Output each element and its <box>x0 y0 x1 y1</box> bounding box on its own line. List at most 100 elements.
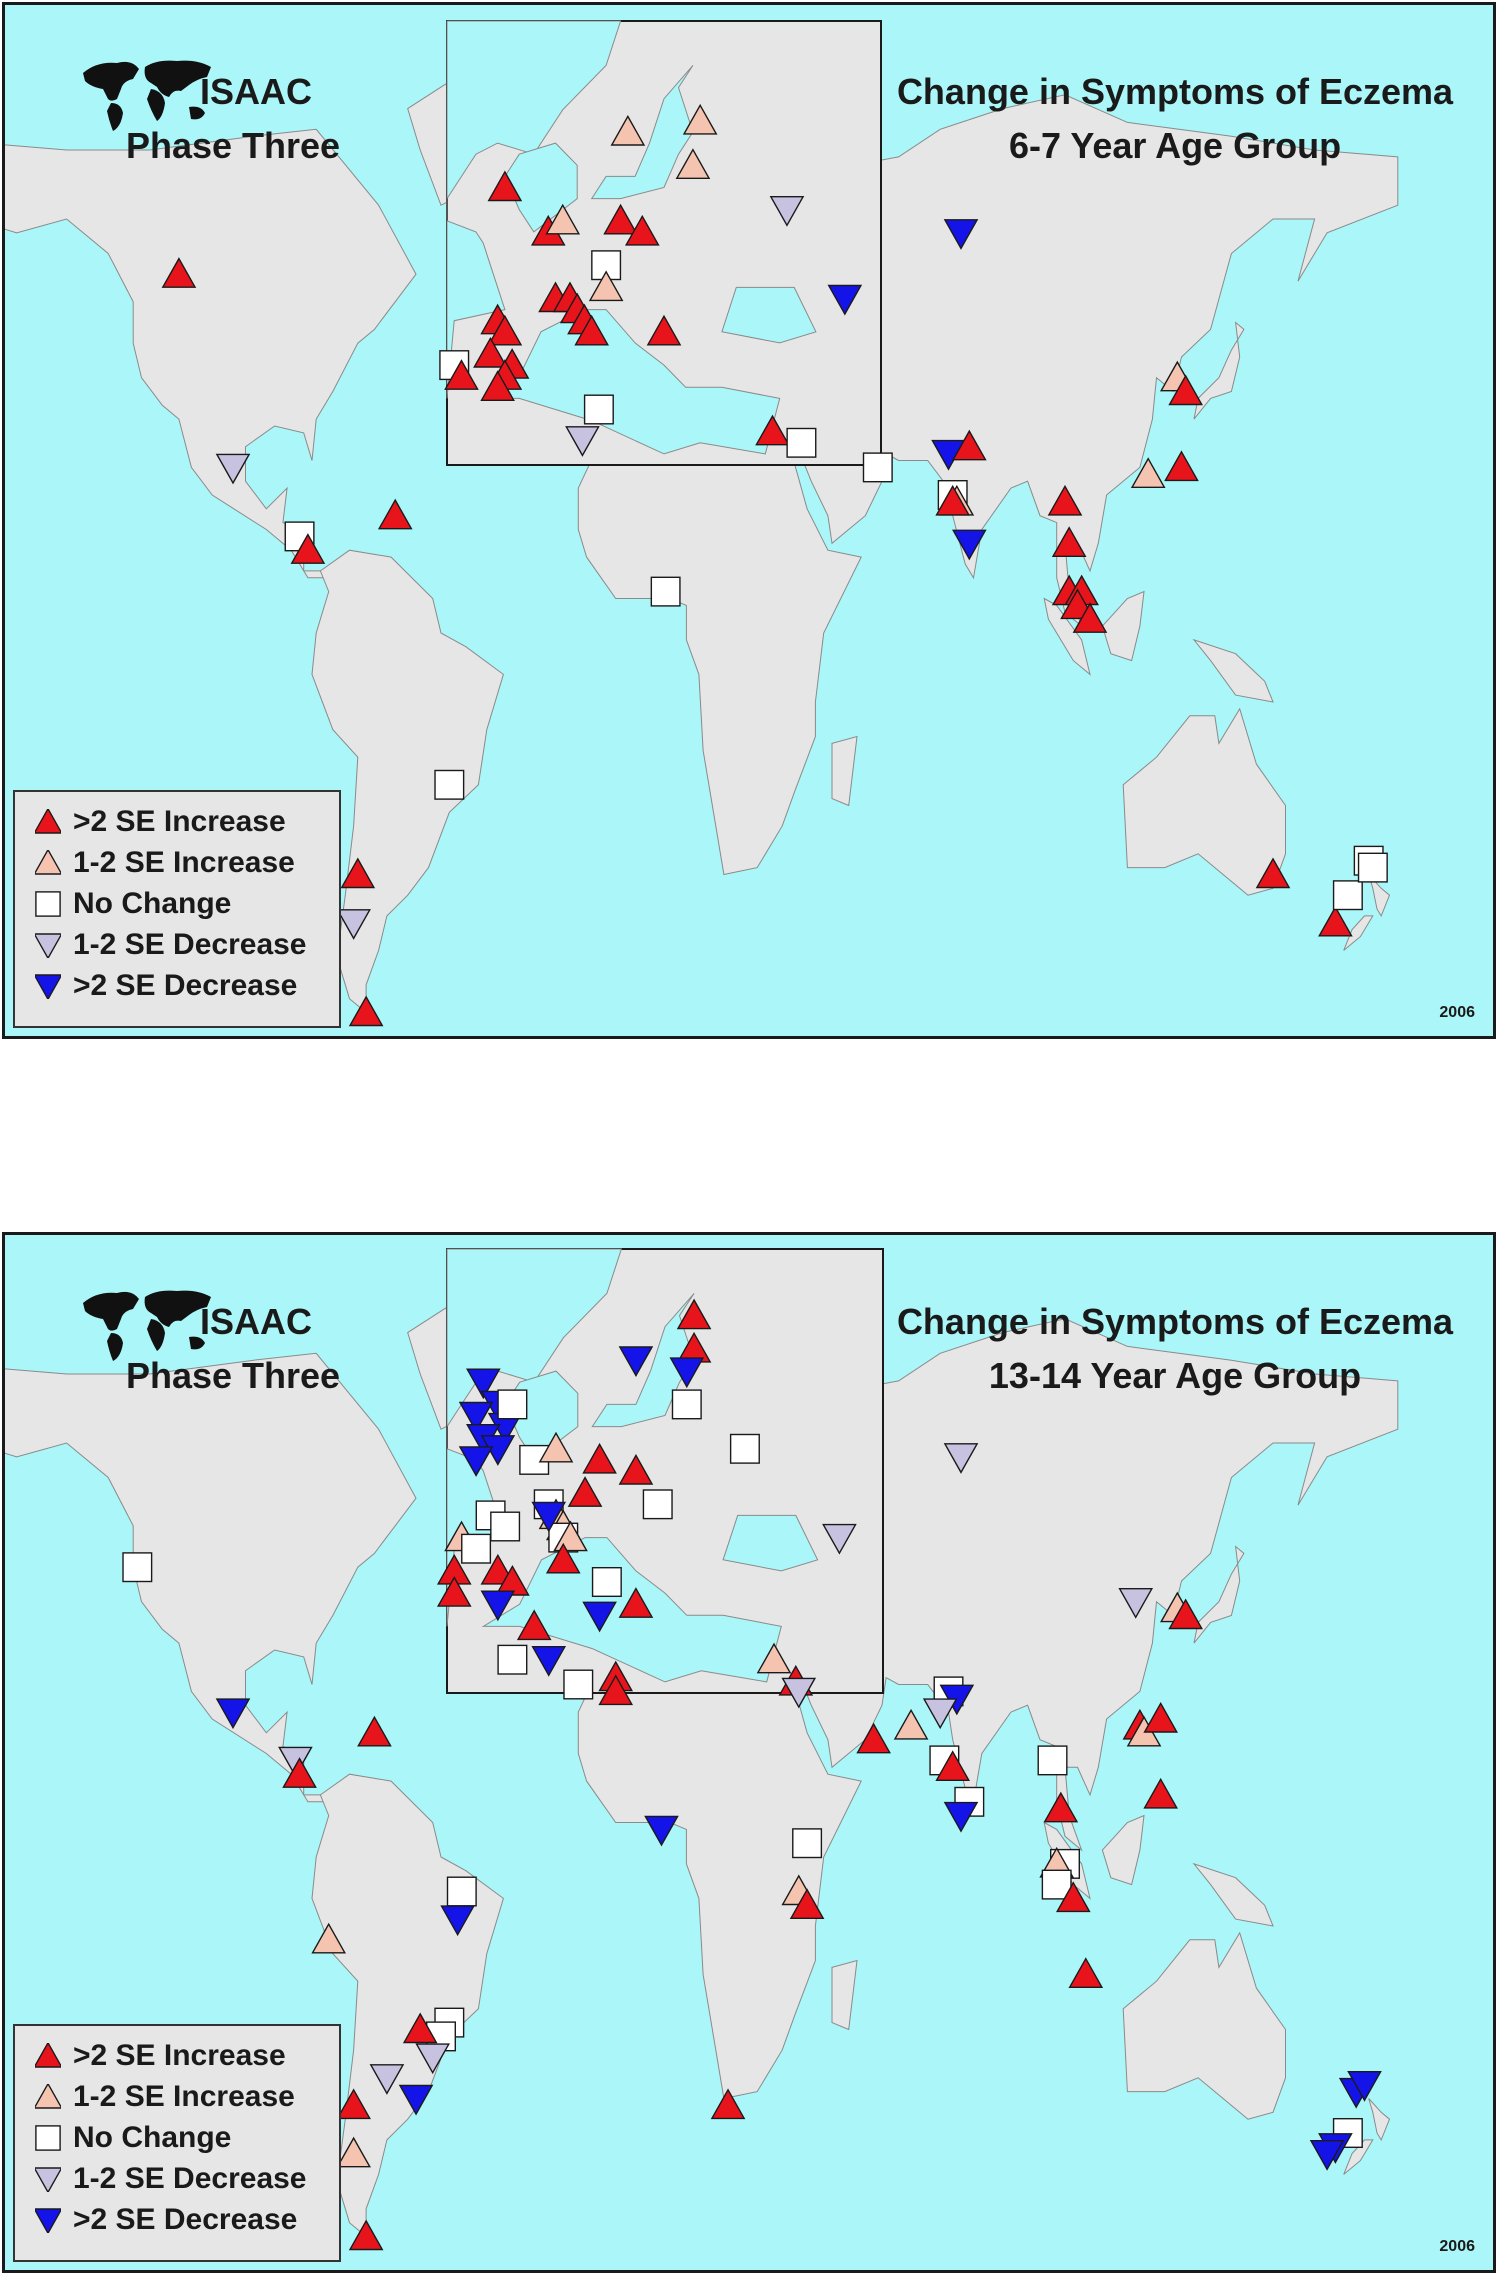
legend-symbol-triangle-up <box>35 809 61 834</box>
map-panel-6-7: ISAAC Phase Three Change in Symptoms of … <box>2 2 1496 1039</box>
inset-sea-black-sea <box>721 286 817 344</box>
legend-symbol-icon <box>35 891 61 917</box>
centre-marker-decrease-1-2 <box>943 1443 979 1474</box>
landmass-sumatra <box>1043 597 1091 676</box>
inset-sea-baltic <box>591 1293 695 1428</box>
map-panel-13-14: ISAAC Phase Three Change in Symptoms of … <box>2 1232 1496 2273</box>
centre-marker-decrease-gt2 <box>618 1346 654 1378</box>
centre-marker-decrease-gt2 <box>440 1905 475 1937</box>
centre-marker-increase-gt2 <box>618 1453 654 1485</box>
legend-symbol-icon <box>35 850 61 875</box>
brand-line2: Phase Three <box>125 125 341 166</box>
centre-marker-decrease-gt2 <box>458 1446 494 1477</box>
legend-label: No Change <box>73 2121 232 2154</box>
legend-item-decrease-1-2: 1-2 SE Decrease <box>35 925 307 965</box>
centre-marker-increase-gt2 <box>1043 1791 1079 1823</box>
centre-marker-increase-gt2 <box>710 2088 746 2120</box>
centre-marker-no-change <box>1037 1745 1068 1776</box>
centre-marker-increase-1-2 <box>682 103 718 135</box>
centre-marker-decrease-gt2 <box>1347 2071 1382 2102</box>
centre-marker-increase-gt2 <box>624 214 660 246</box>
world-map <box>5 20 1399 1027</box>
landmass-australia <box>1122 707 1286 896</box>
legend: >2 SE Increase 1-2 SE Increase No Change 1-… <box>13 790 341 1028</box>
title-line2: 6-7 Year Age Group <box>1008 125 1342 166</box>
centre-marker-increase-gt2 <box>473 336 508 368</box>
centre-marker-increase-gt2 <box>487 314 523 346</box>
centre-marker-increase-gt2 <box>290 533 326 564</box>
year-label: 2006 <box>1439 2238 1475 2255</box>
world-map <box>5 1248 1399 2251</box>
centre-marker-increase-gt2 <box>755 414 790 446</box>
centre-marker-increase-gt2 <box>1051 526 1087 557</box>
landmass-nz-north <box>1368 2098 1391 2142</box>
legend-label: >2 SE Increase <box>73 805 286 838</box>
landmass-madagascar <box>831 1959 858 2031</box>
legend-symbol-triangle-down <box>35 933 61 958</box>
centre-marker-increase-gt2 <box>1143 1701 1178 1733</box>
legend-label: No Change <box>73 887 232 920</box>
centre-marker-increase-gt2 <box>1047 484 1083 516</box>
centre-marker-decrease-1-2 <box>769 195 805 227</box>
legend-symbol-icon <box>35 809 61 834</box>
centre-marker-increase-1-2 <box>588 270 624 302</box>
centre-marker-increase-gt2 <box>1255 857 1291 889</box>
legend-label: 1-2 SE Increase <box>73 846 295 879</box>
isaac-brand: ISAAC Phase Three <box>113 1295 353 1403</box>
centre-marker-increase-1-2 <box>610 114 646 146</box>
centre-marker-increase-gt2 <box>340 857 376 889</box>
centre-marker-increase-gt2 <box>357 1715 392 1747</box>
legend-item-decrease-gt2: >2 SE Decrease <box>35 2200 297 2240</box>
centre-marker-increase-gt2 <box>436 1576 472 1607</box>
centre-marker-decrease-gt2 <box>952 529 987 561</box>
centre-marker-increase-gt2 <box>574 314 609 346</box>
centre-marker-no-change <box>792 1828 823 1859</box>
legend-item-increase-1-2: 1-2 SE Increase <box>35 843 295 883</box>
centre-marker-decrease-gt2 <box>531 1501 567 1533</box>
centre-marker-decrease-gt2 <box>466 1368 501 1400</box>
legend-symbol-triangle-up <box>35 2043 61 2068</box>
europe-inset-land <box>446 20 817 455</box>
world-globe-logo-icon <box>83 1290 211 1361</box>
inset-sea-north-atlantic <box>446 20 622 399</box>
landmass-south-america <box>311 549 504 1014</box>
legend-symbol-square <box>35 2125 61 2151</box>
centre-marker-decrease-gt2 <box>398 2084 434 2116</box>
legend-symbol-triangle-up <box>35 2084 61 2109</box>
isaac-brand: ISAAC Phase Three <box>113 65 353 173</box>
centre-marker-increase-gt2 <box>402 2012 438 2044</box>
centre-marker-increase-gt2 <box>1143 1777 1178 1809</box>
centre-marker-no-change <box>650 576 681 607</box>
legend-symbol-icon <box>35 2084 61 2109</box>
centre-marker-increase-gt2 <box>348 2219 384 2251</box>
legend: >2 SE Increase 1-2 SE Increase No Change 1-… <box>13 2024 341 2262</box>
centre-marker-increase-1-2 <box>1130 457 1166 488</box>
marker-layer <box>122 1298 1382 2251</box>
legend-label: >2 SE Increase <box>73 2039 286 2072</box>
land-layer <box>5 59 1399 1014</box>
centre-marker-decrease-gt2 <box>669 1357 705 1389</box>
centre-marker-no-change <box>446 1876 477 1907</box>
centre-marker-decrease-gt2 <box>827 284 863 316</box>
landmass-australia <box>1122 1931 1286 2120</box>
centre-marker-increase-gt2 <box>582 1442 617 1474</box>
legend-item-no-change: No Change <box>35 2118 231 2158</box>
centre-marker-decrease-gt2 <box>480 1590 516 1622</box>
centre-marker-no-change <box>786 427 817 458</box>
map-title: Change in Symptoms of Eczema 13-14 Year … <box>895 1295 1455 1403</box>
centre-marker-decrease-gt2 <box>458 1401 494 1433</box>
centre-marker-no-change <box>671 1389 702 1420</box>
centre-marker-no-change <box>583 394 614 425</box>
centre-marker-increase-gt2 <box>545 1542 581 1574</box>
title-line1: Change in Symptoms of Eczema <box>896 71 1454 112</box>
centre-marker-no-change <box>1332 880 1363 911</box>
centre-marker-increase-gt2 <box>1168 374 1203 406</box>
title-line2: 13-14 Year Age Group <box>988 1355 1362 1396</box>
legend-item-decrease-1-2: 1-2 SE Decrease <box>35 2159 307 2199</box>
centre-marker-increase-gt2 <box>336 2088 371 2120</box>
centre-marker-increase-gt2 <box>348 995 384 1027</box>
landmass-new-guinea <box>1192 1862 1274 1927</box>
title-line1: Change in Symptoms of Eczema <box>896 1301 1454 1342</box>
centre-marker-decrease-1-2 <box>822 1523 857 1555</box>
centre-marker-no-change <box>591 1567 622 1598</box>
